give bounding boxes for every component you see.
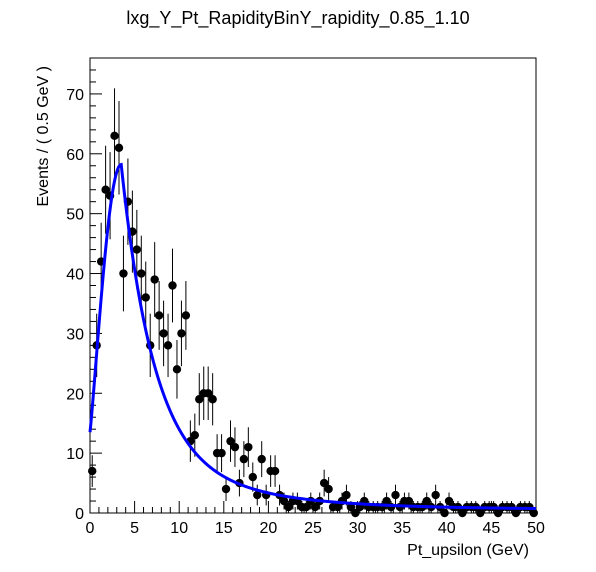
axis-ticks: [89, 57, 537, 514]
error-bars: [90, 88, 536, 514]
data-point: [458, 508, 467, 518]
data-point: [141, 293, 150, 302]
x-tick-label: 25: [304, 520, 322, 537]
y-tick-labels: 0 10 20 30 40 50 60 70: [66, 87, 84, 523]
data-point: [181, 311, 191, 320]
x-tick-label: 5: [130, 520, 139, 537]
x-tick-label: 50: [527, 520, 545, 537]
data-point: [88, 466, 97, 476]
data-point: [248, 472, 257, 482]
data-point: [208, 395, 217, 404]
data-point: [195, 395, 204, 404]
y-tick-label: 20: [66, 386, 84, 403]
chart-title: lxg_Y_Pt_RapidityBinY_rapidity_0.85_1.10: [126, 8, 470, 28]
y-tick-label: 70: [66, 87, 84, 104]
y-tick-label: 40: [66, 267, 84, 284]
data-point: [391, 490, 400, 500]
data-point: [476, 508, 485, 518]
plot-frame: [89, 57, 537, 514]
data-point: [319, 478, 329, 488]
data-point: [163, 341, 173, 350]
data-point: [351, 508, 360, 518]
y-tick-label: 0: [75, 506, 84, 523]
y-tick-label: 50: [66, 207, 84, 224]
y-tick-label: 10: [66, 446, 84, 463]
data-point: [114, 143, 124, 153]
data-points: [88, 131, 538, 518]
x-tick-label: 20: [260, 520, 278, 537]
data-point: [444, 496, 454, 506]
data-point: [324, 484, 333, 494]
x-tick-label: 45: [483, 520, 501, 537]
data-point: [217, 448, 226, 458]
data-point: [257, 454, 266, 464]
data-point: [154, 311, 164, 320]
data-point: [302, 502, 311, 512]
x-tick-label: 35: [393, 520, 411, 537]
data-point: [284, 502, 293, 512]
x-tick-label: 15: [215, 520, 233, 537]
data-point: [382, 496, 391, 506]
y-axis-label: Events / ( 0.5 GeV ): [35, 66, 52, 207]
data-point: [150, 275, 159, 284]
data-point: [333, 502, 342, 512]
fit-curve: [88, 162, 537, 510]
x-tick-labels: 0 5 10 15 20 25 30 35 40 45 50: [86, 520, 545, 537]
x-tick-label: 40: [438, 520, 456, 537]
data-point: [177, 329, 186, 338]
data-point: [226, 436, 235, 446]
y-tick-label: 30: [66, 326, 84, 343]
data-point: [172, 365, 182, 374]
data-point: [190, 430, 200, 440]
data-point: [270, 466, 280, 476]
data-point: [168, 281, 177, 290]
y-tick-label: 60: [66, 147, 84, 164]
data-point: [422, 496, 431, 506]
data-point: [137, 269, 146, 278]
data-point: [253, 490, 262, 500]
data-point: [110, 131, 119, 141]
data-point: [404, 496, 414, 506]
data-point: [431, 490, 440, 500]
data-point: [119, 269, 128, 278]
data-point: [203, 389, 213, 398]
x-tick-label: 0: [86, 520, 95, 537]
data-point: [244, 442, 253, 452]
data-point: [529, 508, 538, 518]
data-point: [279, 496, 289, 506]
x-tick-label: 30: [349, 520, 367, 537]
data-point: [493, 508, 503, 518]
data-point: [230, 442, 240, 452]
data-point: [311, 502, 320, 512]
x-tick-label: 10: [170, 520, 188, 537]
data-point: [440, 508, 449, 518]
data-point: [132, 245, 142, 254]
data-point: [239, 454, 249, 464]
data-point: [342, 490, 351, 500]
data-point: [159, 329, 168, 338]
data-point: [221, 484, 231, 494]
x-axis-label: Pt_upsilon (GeV): [407, 542, 529, 559]
data-point: [511, 508, 521, 518]
data-point: [101, 185, 110, 194]
